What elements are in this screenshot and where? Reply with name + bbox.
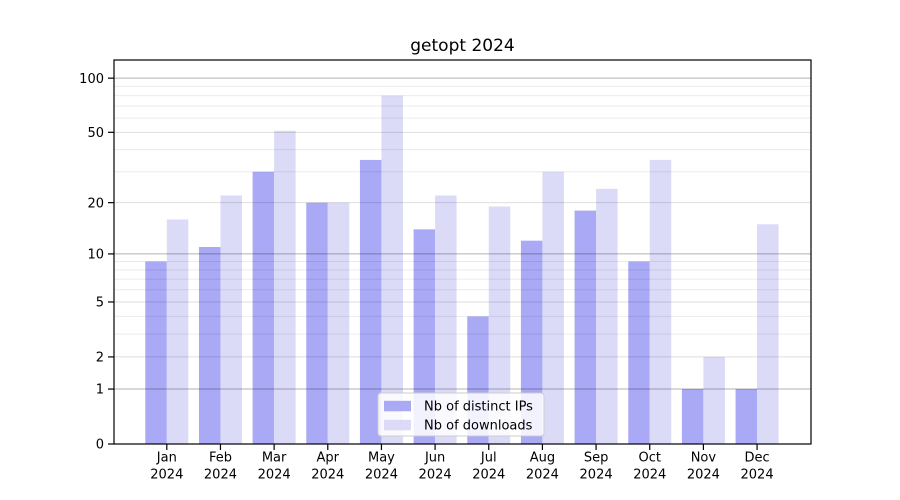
bar-downloads-may-2024 [381, 95, 403, 445]
y-tick-label-10: 10 [87, 248, 104, 263]
bar-ips-jan-2024 [145, 261, 167, 444]
legend-label-ips: Nb of distinct IPs [424, 400, 533, 415]
bar-downloads-nov-2024 [703, 356, 725, 444]
bar-downloads-jan-2024 [166, 219, 189, 444]
y-axis: 0 1 2 5 10 20 50 100 [79, 72, 114, 453]
x-tick-label-feb-2024: Feb 2024 [204, 451, 237, 483]
x-tick-label-jun-2024: Jun 2024 [419, 451, 452, 483]
x-tick-label-oct-2024: Oct 2024 [633, 451, 666, 483]
legend-swatch-downloads [384, 419, 411, 431]
legend-label-downloads: Nb of downloads [424, 419, 533, 434]
bar-downloads-sep-2024 [596, 188, 618, 444]
bar-ips-nov-2024 [681, 389, 704, 444]
y-tick-label-50: 50 [87, 126, 104, 141]
bar-downloads-jul-2024 [488, 206, 511, 444]
y-tick-label-1: 1 [96, 383, 104, 398]
x-tick-label-aug-2024: Aug 2024 [526, 451, 559, 483]
bar-downloads-feb-2024 [220, 195, 242, 444]
y-tick-label-5: 5 [96, 296, 104, 311]
x-tick-label-dec-2024: Dec 2024 [741, 451, 774, 483]
chart-title: getopt 2024 [410, 36, 514, 56]
x-tick-label-nov-2024: Nov 2024 [687, 451, 720, 483]
x-tick-label-mar-2024: Mar 2024 [258, 451, 291, 483]
bar-downloads-oct-2024 [649, 159, 672, 444]
bar-downloads-mar-2024 [274, 130, 296, 444]
bar-ips-apr-2024 [306, 202, 328, 444]
bar-downloads-apr-2024 [327, 202, 350, 444]
bar-downloads-dec-2024 [757, 224, 779, 444]
x-tick-label-jul-2024: Jul 2024 [472, 451, 505, 483]
bar-downloads-aug-2024 [542, 171, 564, 445]
y-tick-label-2: 2 [96, 351, 104, 366]
x-tick-label-sep-2024: Sep 2024 [580, 451, 613, 483]
x-axis: Jan 2024 Feb 2024 Mar 2024 Apr 2024 May 2024 Jun 20… [150, 444, 774, 483]
x-tick-label-jan-2024: Jan 2024 [150, 451, 183, 483]
legend-swatch-ips [384, 400, 411, 412]
bar-ips-jun-2024 [413, 229, 436, 444]
legend-box [377, 392, 545, 437]
y-tick-label-20: 20 [87, 196, 104, 211]
bar-ips-mar-2024 [252, 171, 275, 445]
y-tick-label-100: 100 [79, 72, 104, 87]
grid-layer [114, 77, 811, 390]
bar-downloads-jun-2024 [435, 195, 457, 444]
bar-ips-may-2024 [359, 159, 382, 444]
y-tick-label-0: 0 [96, 438, 104, 453]
bar-ips-feb-2024 [198, 247, 221, 444]
bar-ips-oct-2024 [628, 261, 650, 444]
x-tick-label-may-2024: May 2024 [365, 451, 398, 483]
plot-border [113, 59, 812, 445]
bar-ips-dec-2024 [735, 389, 758, 444]
bar-ips-sep-2024 [574, 210, 597, 444]
x-tick-label-apr-2024: Apr 2024 [311, 451, 344, 483]
legend: Nb of distinct IPs Nb of downloads [377, 392, 545, 437]
